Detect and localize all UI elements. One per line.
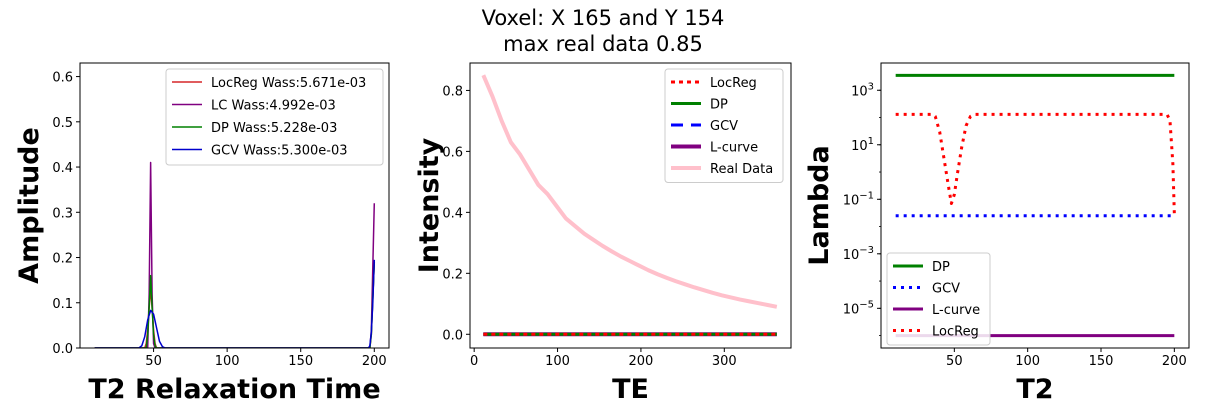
series-line-real [481, 74, 778, 309]
legend-label: L-curve [932, 303, 980, 318]
legend-label: LocReg [710, 76, 757, 91]
legend-label: GCV Wass:5.300e-03 [211, 144, 348, 159]
subplot-3: 50 100 150 200 10−3 10−1 101 103 10−5 T2 Lambda DP G… [804, 62, 1190, 405]
x-tick-label: 150 [288, 354, 313, 369]
y-tick-label: 0.0 [442, 328, 463, 343]
legend-box [664, 68, 784, 183]
y-axis-label: Amplitude [14, 127, 45, 284]
y-tick-label: 103 [851, 81, 874, 99]
subplot-1: 50 100 150 200 0.0 0.1 0.2 0.3 0.4 0.5 0.6 T2 Relax… [14, 62, 390, 405]
legend-label: GCV [710, 119, 738, 134]
legend-label: LC Wass:4.992e-03 [211, 99, 336, 114]
x-tick-label: 200 [629, 354, 654, 369]
legend: DP GCV L-curve LocReg [886, 252, 991, 346]
series-line-dp [94, 262, 376, 348]
x-tick-label: 100 [215, 354, 240, 369]
legend-label: DP [710, 98, 728, 113]
legend: LocReg Wass:5.671e-03 LC Wass:4.992e-03 DP… [165, 68, 384, 166]
axes-frame [79, 62, 390, 349]
x-tick-label: 100 [545, 354, 570, 369]
y-axis-label: Lambda [804, 145, 835, 265]
plot-area [94, 161, 376, 348]
y-tick-label: 0.6 [52, 71, 73, 86]
x-tick-label: 200 [362, 354, 387, 369]
y-tick-label: 0.5 [52, 116, 73, 131]
figure-title-line2: max real data 0.85 [503, 32, 703, 56]
y-tick-label: 0.2 [52, 252, 73, 267]
legend: LocReg DP GCV L-curve Real Data [664, 68, 784, 183]
x-tick-label: 300 [712, 354, 737, 369]
x-tick-label: 50 [145, 354, 162, 369]
y-tick-label: 10−3 [843, 245, 874, 263]
y-tick-label: 0.4 [52, 161, 73, 176]
legend-label: L-curve [710, 141, 758, 156]
x-tick-label: 50 [946, 354, 963, 369]
legend-label: GCV [932, 282, 960, 297]
series-line-locreg [94, 262, 376, 348]
legend-box [165, 68, 384, 166]
axes-frame [469, 62, 792, 349]
x-tick-label: 0 [470, 354, 478, 369]
legend-label: Real Data [710, 162, 773, 177]
y-tick-label: 10−1 [843, 190, 874, 208]
y-tick-label: 0.0 [52, 342, 73, 357]
x-axis-label: T2 Relaxation Time [88, 374, 380, 405]
figure-title-line1: Voxel: X 165 and Y 154 [481, 6, 725, 30]
series-line-gcv [94, 259, 376, 348]
series-line-lc [94, 161, 376, 348]
axes-frame [880, 62, 1190, 349]
subplot-2: 0 100 200 300 0.0 0.2 0.4 0.6 0.8 TE Intensity LocR… [414, 62, 792, 405]
x-axis-label: T2 [1016, 374, 1053, 405]
y-axis-label: Intensity [414, 137, 445, 273]
x-tick-label: 100 [1015, 354, 1040, 369]
y-tick-label: 0.3 [52, 206, 73, 221]
plot-area [481, 74, 778, 337]
x-tick-label: 150 [1089, 354, 1114, 369]
x-tick-label: 200 [1162, 354, 1187, 369]
y-tick-label: 0.1 [52, 297, 73, 312]
y-tick-label: 0.6 [442, 145, 463, 160]
y-tick-label: 10−5 [843, 299, 874, 317]
legend-label: LocReg [932, 325, 979, 340]
legend-label: DP Wass:5.228e-03 [211, 121, 337, 136]
legend-box [886, 252, 991, 346]
series-line-locreg [895, 112, 1176, 214]
y-tick-label: 0.2 [442, 267, 463, 282]
legend-label: LocReg Wass:5.671e-03 [211, 76, 366, 91]
y-tick-label: 0.4 [442, 206, 463, 221]
x-axis-label: TE [612, 374, 649, 405]
legend-label: DP [932, 260, 950, 275]
y-tick-label: 101 [851, 136, 874, 154]
y-tick-label: 0.8 [442, 84, 463, 99]
